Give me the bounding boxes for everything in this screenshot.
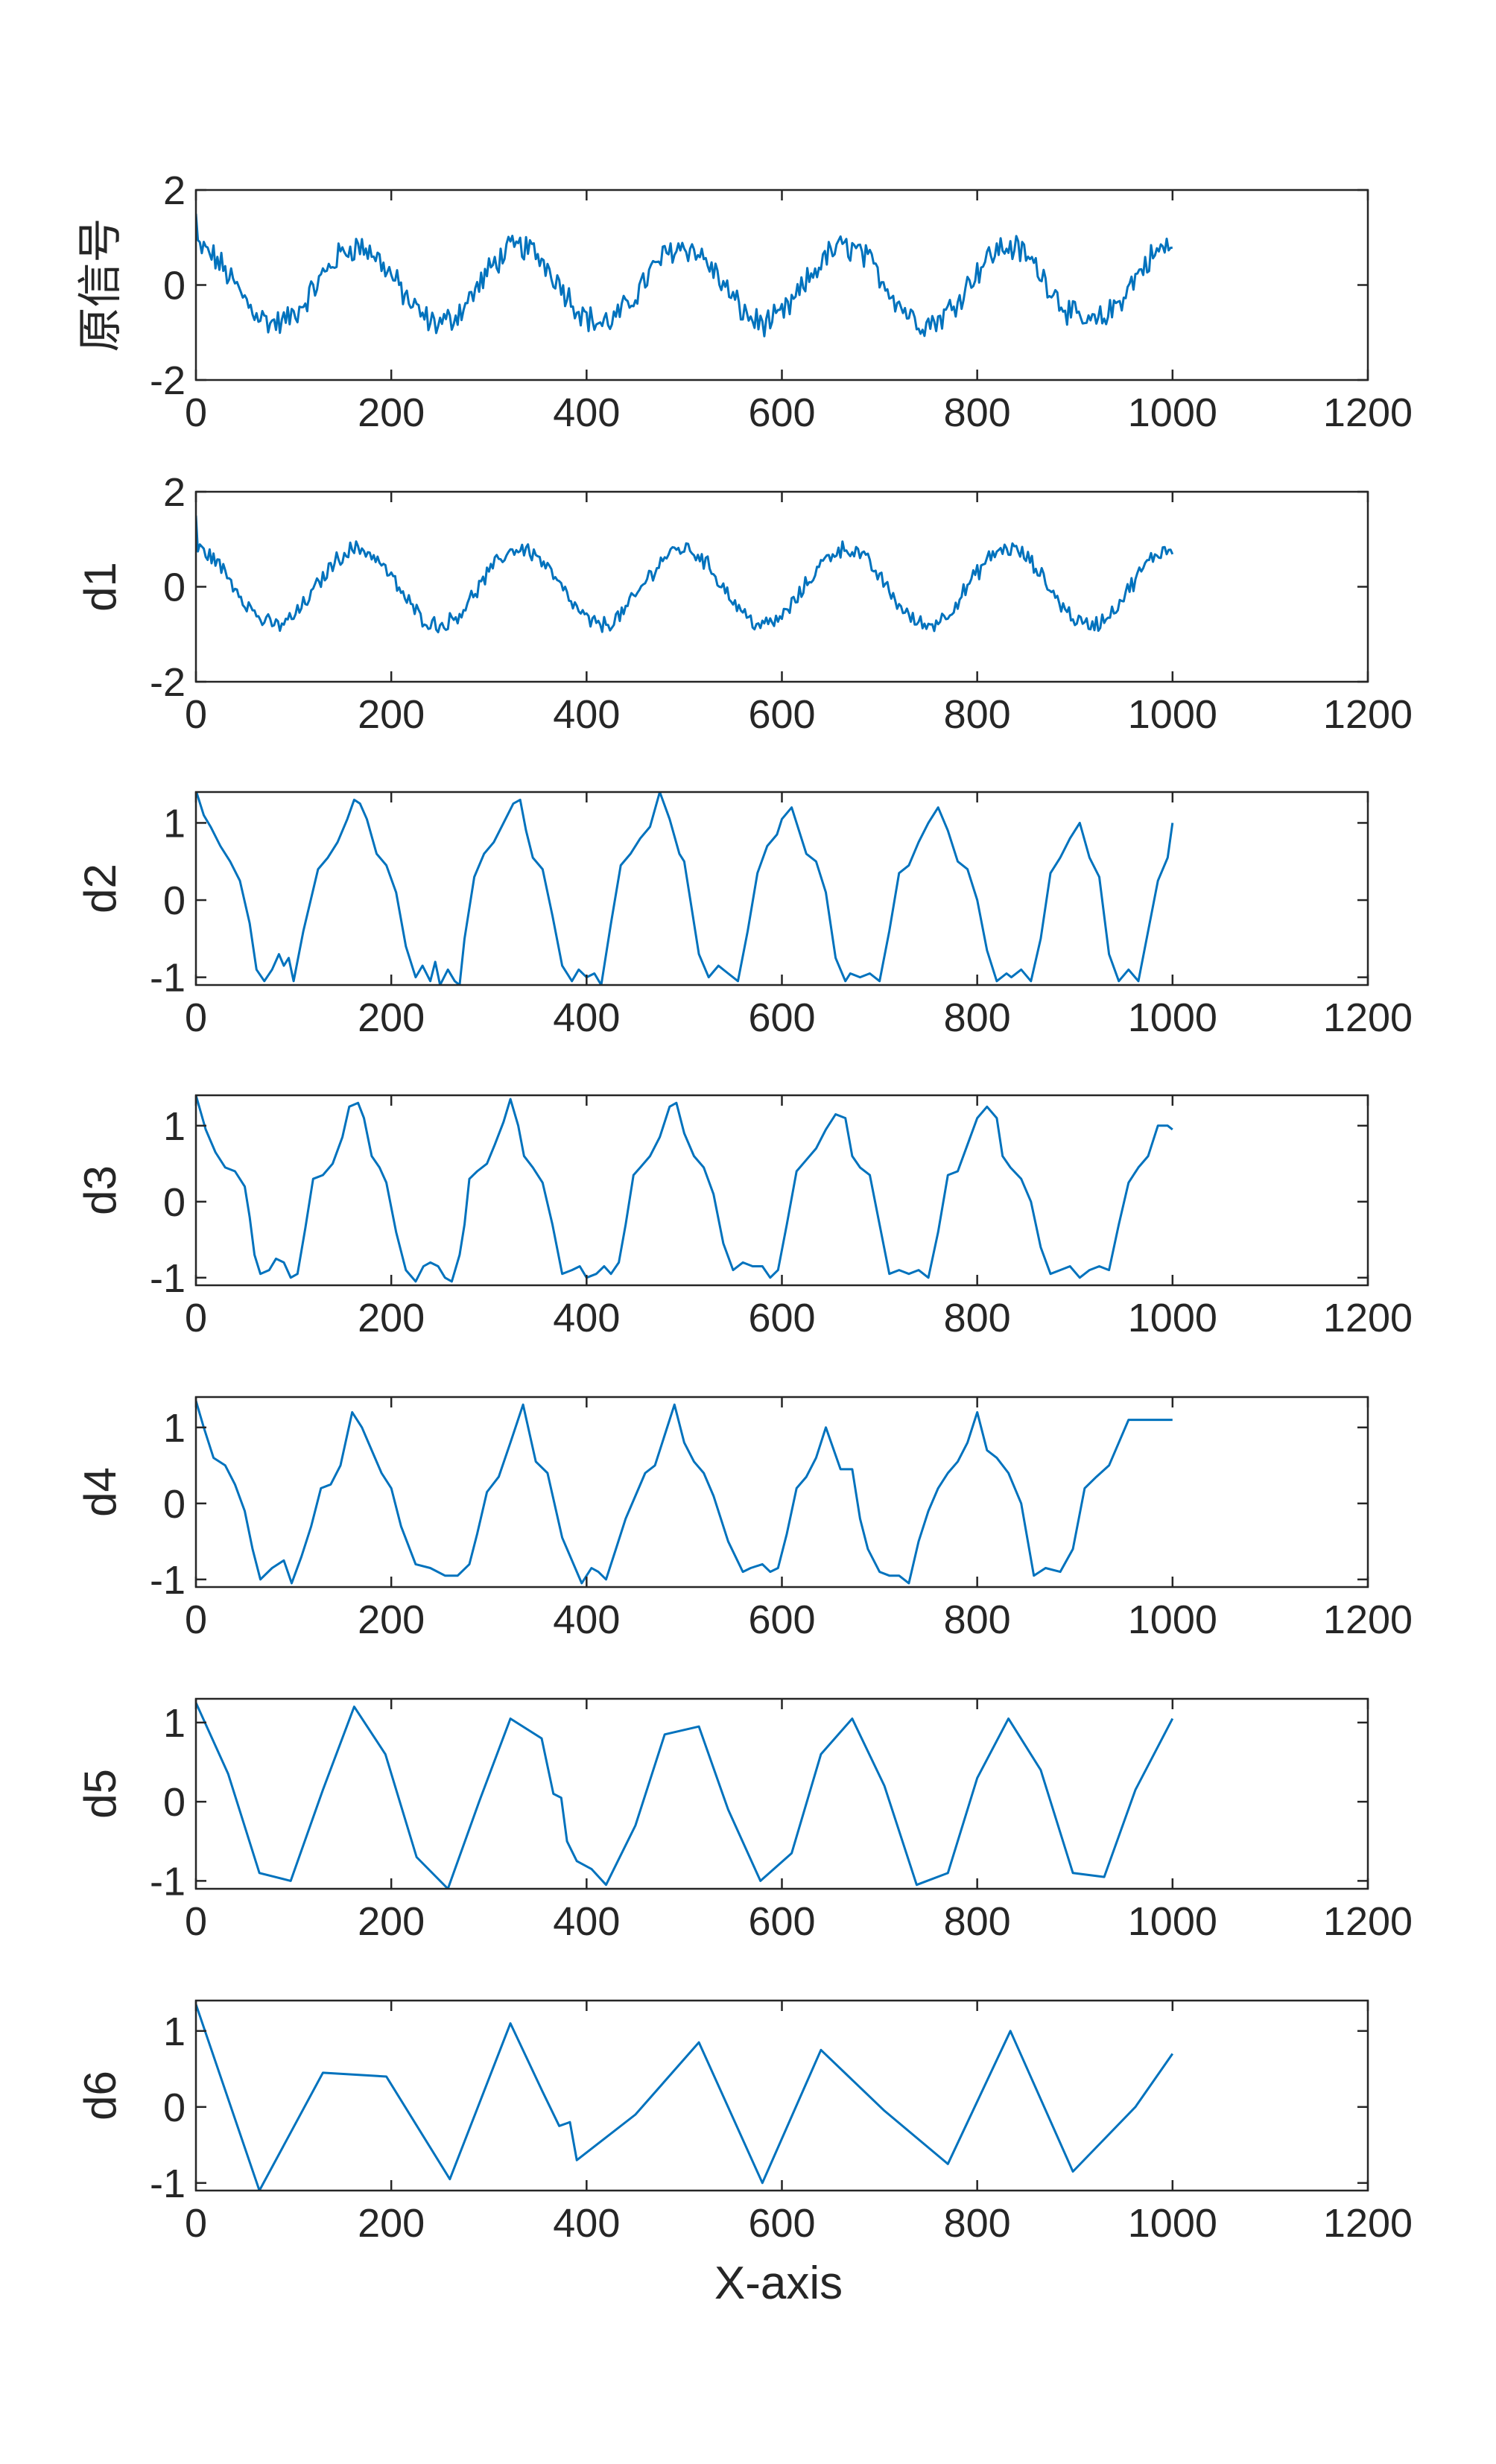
- x-tick-label: 1000: [1128, 692, 1217, 737]
- x-tick-label: 600: [748, 1296, 815, 1340]
- y-tick-label: -2: [150, 660, 186, 705]
- x-tick-label: 200: [358, 1296, 425, 1340]
- y-tick-label: 1: [163, 2009, 186, 2054]
- y-tick-label: 0: [163, 878, 186, 923]
- x-tick-label: 800: [944, 995, 1011, 1040]
- y-axis-label: d6: [75, 2071, 125, 2121]
- series-line-1: [196, 1095, 1173, 1283]
- x-tick-label: 600: [748, 390, 815, 435]
- y-tick-label: 1: [163, 801, 186, 846]
- x-tick-label: 1000: [1128, 1899, 1217, 1944]
- x-tick-label: 800: [944, 1899, 1011, 1944]
- x-tick-label: 800: [944, 1296, 1011, 1340]
- x-tick-label: 200: [358, 692, 425, 737]
- y-tick-label: 0: [163, 1780, 186, 1825]
- x-tick-label: 800: [944, 692, 1011, 737]
- x-tick-label: 0: [185, 1296, 207, 1340]
- x-tick-label: 1000: [1128, 1296, 1217, 1340]
- x-tick-label: 600: [748, 1597, 815, 1642]
- x-tick-label: 400: [553, 692, 620, 737]
- x-tick-label: 0: [185, 390, 207, 435]
- x-tick-label: 1200: [1323, 1597, 1413, 1642]
- x-tick-label: 1000: [1128, 390, 1217, 435]
- x-tick-label: 600: [748, 995, 815, 1040]
- x-tick-label: 1200: [1323, 1296, 1413, 1340]
- y-tick-label: 0: [163, 566, 186, 610]
- x-tick-label: 600: [748, 692, 815, 737]
- y-axis-label: d2: [75, 864, 125, 913]
- series-line-1: [196, 2004, 1174, 2191]
- y-tick-label: -1: [150, 1859, 186, 1904]
- x-tick-label: 0: [185, 1899, 207, 1944]
- x-tick-label: 400: [553, 2201, 620, 2246]
- y-tick-label: -1: [150, 1558, 186, 1603]
- x-tick-label: 400: [553, 390, 620, 435]
- x-tick-label: 1200: [1323, 692, 1413, 737]
- y-tick-label: 0: [163, 264, 186, 308]
- x-tick-label: 800: [944, 2201, 1011, 2246]
- y-axis-label: d4: [75, 1467, 125, 1517]
- x-tick-label: 600: [748, 1899, 815, 1944]
- x-tick-label: 200: [358, 995, 425, 1040]
- x-tick-label: 800: [944, 390, 1011, 435]
- x-tick-label: 1200: [1323, 1899, 1413, 1944]
- x-tick-label: 600: [748, 2201, 815, 2246]
- x-tick-label: 0: [185, 1597, 207, 1642]
- x-tick-label: 200: [358, 390, 425, 435]
- x-tick-label: 1000: [1128, 2201, 1217, 2246]
- y-tick-label: -1: [150, 956, 186, 1001]
- x-tick-label: 1000: [1128, 1597, 1217, 1642]
- y-tick-label: 1: [163, 1701, 186, 1746]
- x-tick-label: 400: [553, 1296, 620, 1340]
- x-tick-label: 400: [553, 1899, 620, 1944]
- x-tick-label: 1200: [1323, 2201, 1413, 2246]
- y-tick-label: 0: [163, 2085, 186, 2130]
- y-tick-label: 1: [163, 1104, 186, 1149]
- y-tick-label: 2: [163, 168, 186, 213]
- x-tick-label: 200: [358, 2201, 425, 2246]
- x-tick-label: 400: [553, 995, 620, 1040]
- x-tick-label: 800: [944, 1597, 1011, 1642]
- y-axis-label: 原信号: [75, 218, 125, 352]
- y-tick-label: 2: [163, 470, 186, 515]
- y-tick-label: 1: [163, 1406, 186, 1451]
- x-tick-label: 0: [185, 2201, 207, 2246]
- series-line-1: [196, 792, 1174, 985]
- x-tick-label: 200: [358, 1597, 425, 1642]
- x-tick-label: 0: [185, 995, 207, 1040]
- y-tick-label: -2: [150, 358, 186, 403]
- series-line-1: [196, 1400, 1173, 1585]
- y-axis-label: d1: [75, 562, 125, 612]
- series-line-1: [196, 213, 1173, 338]
- x-tick-label: 400: [553, 1597, 620, 1642]
- y-tick-label: -1: [150, 1256, 186, 1301]
- x-tick-label: 200: [358, 1899, 425, 1944]
- y-tick-label: 0: [163, 1180, 186, 1225]
- x-axis-label: X-axis: [714, 2258, 843, 2309]
- series-line-1: [196, 515, 1174, 633]
- x-tick-label: 0: [185, 692, 207, 737]
- y-tick-label: 0: [163, 1482, 186, 1527]
- y-axis-label: d3: [75, 1165, 125, 1215]
- x-tick-label: 1200: [1323, 995, 1413, 1040]
- x-tick-label: 1000: [1128, 995, 1217, 1040]
- x-tick-label: 1200: [1323, 390, 1413, 435]
- y-axis-label: d5: [75, 1769, 125, 1819]
- y-tick-label: -1: [150, 2161, 186, 2206]
- series-line-1: [196, 1702, 1174, 1889]
